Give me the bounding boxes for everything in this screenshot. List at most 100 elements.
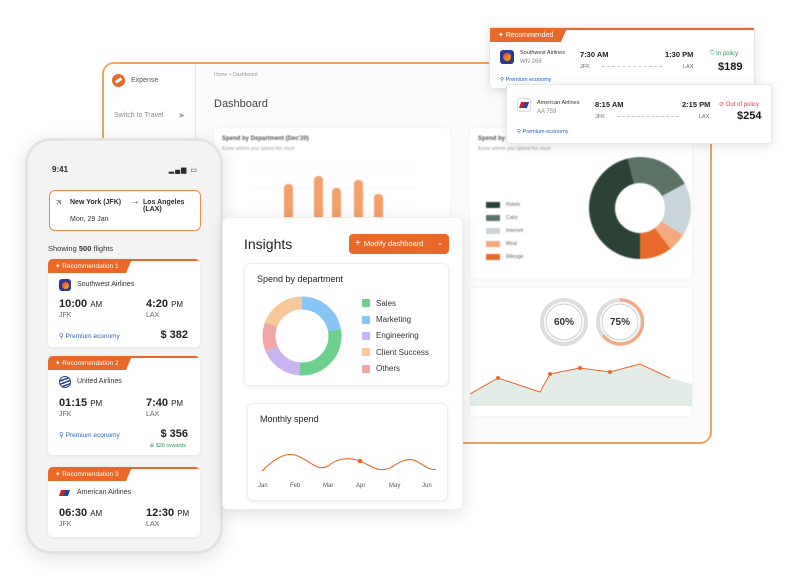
price: $ 356: [160, 428, 188, 440]
departure-time: 8:15 AM: [595, 100, 624, 109]
legend-swatch: [362, 331, 370, 340]
monthly-spend-card: Monthly spend Jan Feb Mar Apr May Jun: [247, 403, 448, 501]
brand-label: Expense: [131, 77, 159, 84]
legend-swatch: [362, 348, 370, 357]
legend-item-engineering: Engineering: [362, 328, 429, 344]
departure-time: 7:30 AM: [580, 50, 609, 59]
panel-title: Spend by Department (Dec'20): [222, 136, 309, 142]
sparkle-icon: ✦: [55, 263, 63, 270]
flight-card[interactable]: ✦ Recommendation 2 United Airlines 01:15…: [48, 356, 200, 455]
arrival-time: 2:15 PM: [682, 100, 711, 109]
gauge-60-label: 60%: [554, 317, 575, 328]
flight-card[interactable]: ✦ Recommendation 1 Southwest Airlines 10…: [48, 259, 200, 347]
route-destination: Los Angeles (LAX): [143, 199, 185, 213]
status-icons: ▂▄▆ ▭: [169, 166, 198, 174]
airline-name: Southwest Airlines: [77, 281, 135, 288]
policy-status: ⛉ In policy: [710, 51, 739, 57]
department-legend: Sales Marketing Engineering Client Succe…: [362, 295, 429, 377]
sparkle-icon: ✦: [498, 32, 506, 39]
legend-item-sales: Sales: [362, 295, 429, 311]
arrival-time: 12:30 PM: [146, 507, 190, 519]
route-origin: New York (JFK): [70, 199, 122, 206]
airline-name: Southwest Airlines: [520, 50, 565, 56]
sparkle-icon: ✦: [55, 471, 63, 478]
seat-icon: ⚲: [517, 129, 523, 135]
recommendation-badge: ✦ Recommendation 1: [48, 259, 132, 273]
panel-title: Spend by: [478, 136, 506, 142]
card-title: Monthly spend: [260, 414, 319, 424]
departure-time: 06:30 AM: [59, 507, 103, 519]
origin-code: JFK: [59, 312, 72, 319]
modify-dashboard-button[interactable]: + Modify dashboard ⌄: [349, 234, 449, 254]
flight-number: AA 759: [537, 109, 557, 115]
route-summary[interactable]: ✈ New York (JFK) → Los Angeles (LAX) Mon…: [49, 190, 201, 231]
airline-name: American Airlines: [77, 489, 132, 496]
airline-name: United Airlines: [77, 378, 122, 385]
price: $189: [718, 61, 743, 73]
cabin-class: ⚲ Premium economy: [500, 77, 552, 83]
departure-time: 10:00 AM: [59, 298, 103, 310]
american-airlines-logo-icon: [517, 98, 531, 112]
switch-label: Switch to Travel: [114, 112, 164, 119]
destination-code: LAX: [699, 114, 710, 120]
brand[interactable]: Expense: [104, 64, 195, 97]
route-line: [602, 66, 662, 67]
month-label: Jan: [258, 483, 268, 489]
category-legend: Hotels Cabs Internet Meal Mileage: [486, 198, 524, 263]
origin-code: JFK: [580, 64, 590, 70]
united-logo-icon: [59, 376, 71, 388]
legend-item-others: Others: [362, 361, 429, 377]
recommendation-badge: ✦ Recommendation 3: [48, 467, 132, 481]
southwest-logo-icon: [59, 279, 71, 291]
department-donut: [262, 296, 342, 376]
insights-card: Insights + Modify dashboard ⌄ Spend by de…: [222, 217, 463, 510]
price: $254: [737, 110, 762, 122]
switch-to-travel-link[interactable]: Switch to Travel ➤: [104, 111, 195, 120]
sparkle-icon: ✦: [55, 360, 63, 367]
route-line: [617, 116, 679, 117]
battery-icon: ▭: [190, 167, 198, 174]
signal-icon: ▂▄▆: [168, 167, 188, 174]
plus-icon: +: [355, 238, 361, 249]
status-time: 9:41: [52, 165, 69, 174]
policy-status: ⊘ Out of policy: [719, 102, 760, 108]
month-label: Apr: [356, 483, 366, 489]
reward-icon: ⊕: [149, 443, 156, 449]
monthly-spend-line: [261, 453, 437, 472]
origin-code: JFK: [59, 521, 72, 528]
arrival-time: 4:20 PM: [146, 298, 184, 310]
page-title: Dashboard: [214, 98, 268, 110]
legend-swatch: [362, 315, 370, 324]
arrival-time: 7:40 PM: [146, 397, 184, 409]
legend-item-client-success: Client Success: [362, 344, 429, 360]
send-icon: ➤: [178, 111, 185, 120]
seat-icon: ⚲: [59, 432, 66, 439]
out-of-policy-icon: ⊘: [719, 102, 726, 108]
accent-bar: [490, 28, 754, 30]
trend-panel: 60% 75%: [470, 288, 692, 416]
airline-name: American Airlines: [537, 100, 580, 106]
destination-code: LAX: [683, 64, 694, 70]
cabin-class: ⚲ Premium economy: [59, 432, 120, 439]
recommended-badge: ✦ Recommended: [490, 28, 568, 42]
seat-icon: ⚲: [59, 333, 66, 340]
results-count: Showing 500 flights: [48, 244, 114, 253]
destination-code: LAX: [146, 411, 160, 418]
destination-code: LAX: [146, 312, 160, 319]
recommended-flight-card[interactable]: ✦ Recommended Southwest Airlines WN 268 …: [489, 27, 755, 89]
arrow-right-icon: →: [130, 196, 140, 207]
phone-mockup: 9:41 ▂▄▆ ▭ ✈ New York (JFK) → Los Angele…: [25, 138, 223, 554]
flight-option-card[interactable]: American Airlines AA 759 8:15 AM 2:15 PM…: [506, 84, 772, 144]
arrival-time: 1:30 PM: [665, 50, 694, 59]
cabin-class: ⚲ Premium economy: [517, 129, 569, 135]
cabin-class: ⚲ Premium economy: [59, 333, 120, 340]
legend-item-marketing: Marketing: [362, 311, 429, 327]
chevron-down-icon: ⌄: [437, 240, 443, 247]
flight-card[interactable]: ✦ Recommendation 3 American Airlines 06:…: [48, 467, 200, 537]
gauge-75-label: 75%: [610, 317, 631, 328]
panel-subtitle: Know where you spend the most: [222, 146, 295, 152]
recommendation-badge: ✦ Recommendation 2: [48, 356, 132, 370]
route-date: Mon, 29 Jan: [70, 216, 109, 223]
insights-title: Insights: [244, 236, 293, 252]
breadcrumb[interactable]: Home > Dashboard: [214, 72, 258, 78]
